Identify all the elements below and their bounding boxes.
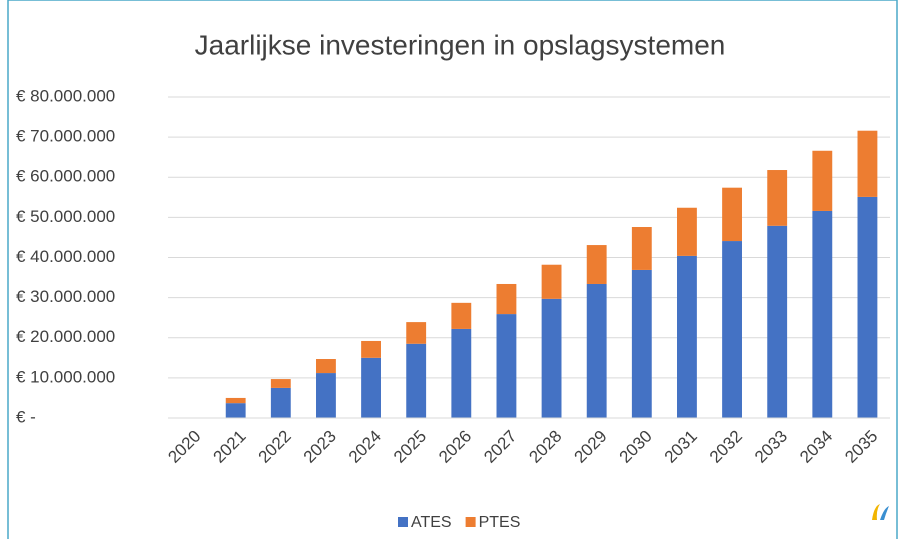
x-tick-label: 2033 — [751, 427, 791, 467]
bar-segment — [631, 269, 652, 418]
bar-segment — [496, 283, 517, 315]
x-tick-label: 2023 — [300, 427, 340, 467]
bar-segment — [812, 150, 833, 211]
bar-segment — [316, 373, 336, 418]
bar-segment — [496, 314, 517, 418]
x-tick-label: 2024 — [345, 427, 385, 467]
x-tick-label: 2026 — [435, 427, 475, 467]
y-tick-label: € 50.000.000 — [16, 207, 115, 226]
y-tick-label: € - — [16, 407, 36, 426]
bar-segment — [767, 170, 788, 226]
y-tick-label: € 20.000.000 — [16, 327, 115, 346]
bar-segment — [722, 241, 742, 418]
bar-segment — [541, 264, 562, 299]
y-tick-label: € 70.000.000 — [16, 127, 115, 146]
chart-border — [7, 0, 898, 539]
bar-segment — [361, 357, 381, 418]
bar-segment — [586, 283, 607, 418]
x-tick-label: 2025 — [390, 427, 430, 467]
y-tick-label: € 80.000.000 — [16, 86, 115, 105]
logo — [872, 504, 889, 520]
bar-segment — [767, 225, 788, 418]
y-tick-label: € 60.000.000 — [16, 167, 115, 186]
bar-segment — [677, 255, 697, 418]
x-tick-label: 2035 — [841, 427, 881, 467]
bar-segment — [270, 387, 291, 418]
x-tick-label: 2030 — [616, 427, 656, 467]
bar-segment — [225, 397, 246, 404]
x-tick-label: 2021 — [210, 427, 250, 467]
x-tick-label: 2027 — [480, 427, 520, 467]
bar-segment — [451, 302, 472, 329]
bar-segment — [812, 210, 833, 418]
x-tick-label: 2032 — [706, 427, 746, 467]
x-tick-label: 2022 — [255, 427, 295, 467]
legend-label: ATES — [411, 514, 452, 531]
bar-segment — [361, 340, 381, 358]
x-tick-label: 2029 — [571, 427, 611, 467]
x-tick-label: 2031 — [661, 427, 701, 467]
x-tick-label: 2028 — [525, 427, 565, 467]
bar-segment — [857, 196, 878, 418]
y-tick-label: € 30.000.000 — [16, 287, 115, 306]
x-tick-label: 2034 — [796, 427, 836, 467]
bar-segment — [270, 379, 291, 388]
y-tick-label: € 40.000.000 — [16, 247, 115, 266]
y-tick-label: € 10.000.000 — [16, 367, 115, 386]
legend-swatch — [465, 517, 476, 527]
bar-segment — [451, 328, 472, 418]
x-tick-label: 2020 — [164, 427, 204, 467]
chart-title: Jaarlijkse investeringen in opslagsystem… — [195, 29, 726, 60]
legend-label: PTES — [479, 514, 521, 531]
bar-segment — [586, 245, 607, 284]
legend-swatch — [398, 517, 408, 527]
bar-segment — [722, 187, 742, 242]
bar-segment — [225, 403, 246, 418]
bar-segment — [857, 130, 878, 197]
bar-segment — [631, 227, 652, 270]
bar-segment — [541, 298, 562, 418]
bar-segment — [316, 359, 336, 374]
bar-segment — [406, 322, 427, 344]
bar-segment — [677, 207, 697, 256]
bar-segment — [406, 343, 427, 418]
